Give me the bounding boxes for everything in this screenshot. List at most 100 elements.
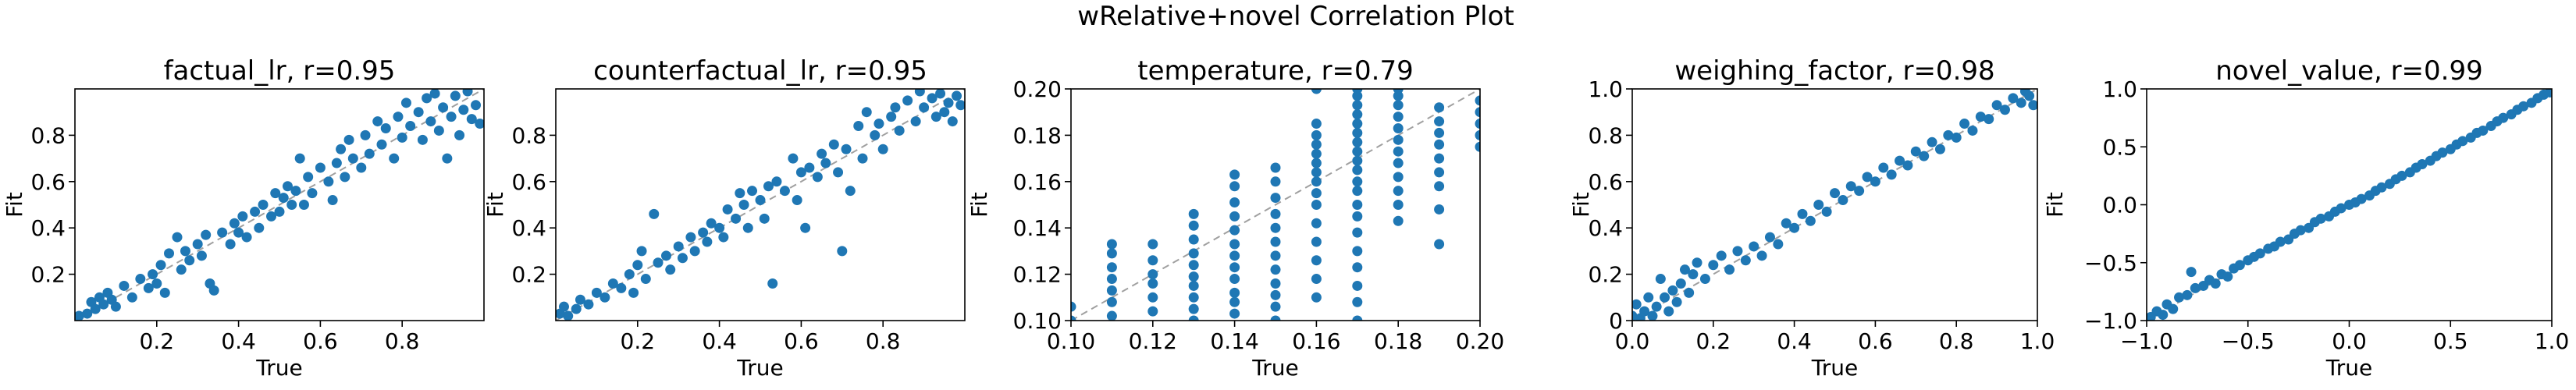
data-point [429,89,440,99]
data-point [1991,100,2002,111]
data-point [1270,193,1281,204]
data-point [1270,162,1281,173]
data-point [1943,129,1954,140]
data-point [1147,269,1158,280]
data-point [1393,200,1404,210]
x-tick-label: 0.4 [221,328,256,354]
data-point [1951,132,1962,143]
data-point [1188,303,1199,314]
identity-line [1632,89,2037,321]
data-point [877,144,888,154]
data-point [2356,193,2367,204]
data-point [425,116,436,127]
data-point [759,213,770,224]
data-point [1999,105,2010,115]
data-point [192,239,203,250]
data-point [1724,264,1735,275]
data-point [233,227,244,238]
x-tick-label: 0.14 [1210,328,1258,354]
data-point [1352,127,1363,138]
data-point [1434,116,1445,127]
data-point [229,218,240,229]
x-tick-label: 0.4 [702,328,737,354]
data-point [2186,267,2197,278]
data-point [1475,119,1480,129]
data-point [433,125,444,136]
data-point [1188,292,1199,303]
data-point [1352,200,1363,210]
data-point [1667,285,1678,296]
data-point [2234,260,2245,271]
data-point [804,162,815,173]
data-point [685,232,696,243]
data-point [1878,162,1889,173]
panels: 0.2 0.4 0.6 0.8 0.2 0.4 0.6 0.8 factual_lr, r=0.… [2,55,2569,381]
y-tick-label: 0.12 [1013,262,1062,288]
data-point [1311,274,1322,285]
data-point [1699,274,1710,285]
data-point [458,105,469,115]
y-tick-label: 0.6 [511,169,546,195]
data-point [1475,141,1480,152]
data-point [795,167,806,178]
data-point [1147,278,1158,289]
data-point [1352,146,1363,157]
data-point [1106,248,1117,259]
data-point [438,102,449,113]
identity-line [1071,89,1480,321]
data-point [640,274,651,285]
y-tick-label: 0.4 [511,215,546,241]
data-point [1749,241,1759,252]
data-point [1352,90,1363,101]
data-point [2295,225,2306,236]
plot-area-4 [2147,89,2552,321]
data-point [792,195,802,206]
data-point [2182,289,2193,300]
data-point [184,255,195,266]
y-tick-label: 0.8 [511,122,546,148]
data-point [1854,186,1865,197]
data-point [1229,225,1240,236]
data-point [126,292,137,303]
data-point [1708,260,1719,271]
data-point [2376,182,2387,193]
data-point [1311,188,1322,199]
data-point [2315,213,2326,224]
data-point [1229,287,1240,298]
data-point [1393,146,1404,157]
data-point [575,294,585,305]
y-tick-label: 0.16 [1013,169,1062,195]
data-point [172,232,183,243]
data-point [927,93,938,104]
data-point [1188,248,1199,259]
data-point [1270,278,1281,289]
data-point [1393,215,1404,226]
data-point [1188,234,1199,245]
data-point [1147,255,1158,266]
data-point [1434,181,1445,192]
data-point [767,278,778,289]
data-point [1813,200,1824,210]
data-point [413,107,424,118]
data-point [1740,255,1751,266]
data-point [1688,269,1699,280]
data-point [307,188,318,199]
data-point [1311,218,1322,229]
data-point [930,112,941,122]
data-point [1919,151,1930,161]
data-point [1862,172,1873,183]
data-point [1830,188,1840,199]
data-point [442,153,453,164]
data-point [405,121,416,132]
data-point [673,241,684,252]
data-point [417,134,428,145]
data-point [286,200,297,210]
data-point [857,153,868,164]
x-axis-label: True [736,355,783,381]
x-tick-label: 1.0 [2020,328,2055,354]
data-point [155,260,166,271]
figure-suptitle: wRelative+novel Correlation Plot [1077,1,1514,32]
data-point [747,186,758,197]
data-point [636,246,647,257]
data-point [75,310,84,321]
